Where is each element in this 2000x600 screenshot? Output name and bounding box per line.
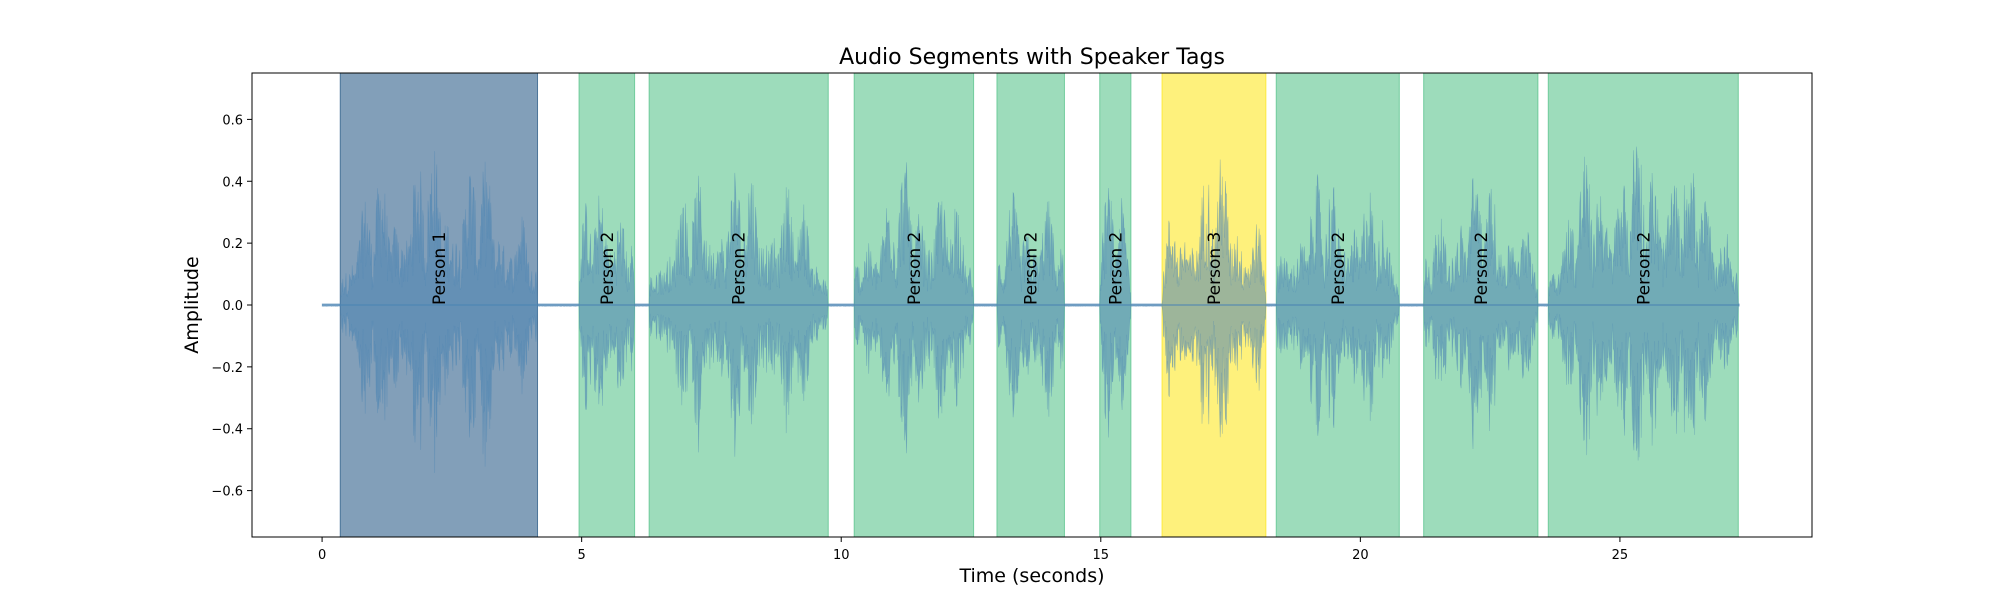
waveform xyxy=(321,146,1740,474)
x-tick-label: 5 xyxy=(578,548,586,563)
x-tick-label: 0 xyxy=(318,548,326,563)
segment-label-8: Person 2 xyxy=(1329,232,1349,305)
x-axis-title: Time (seconds) xyxy=(958,565,1104,587)
segment-label-6: Person 2 xyxy=(1106,232,1126,305)
y-tick-label: 0.6 xyxy=(222,113,243,128)
segment-labels: Person 1 Person 2 Person 2 Person 2 Person 2… xyxy=(430,232,1654,305)
y-tick-label: −0.2 xyxy=(211,361,243,376)
segment-label-3: Person 2 xyxy=(730,232,750,305)
waveform-layer xyxy=(321,146,1740,474)
chart-title: Audio Segments with Speaker Tags xyxy=(839,45,1225,70)
x-tick-label: 10 xyxy=(833,548,850,563)
segment-label-10: Person 2 xyxy=(1634,232,1654,305)
y-tick-label: 0.0 xyxy=(222,299,243,314)
segment-label-1: Person 1 xyxy=(430,232,450,305)
axes: 0 5 10 15 20 25 0.6 0.4 0.2 0.0 −0.2 −0.4 −0.6 xyxy=(211,113,1628,563)
segment-label-2: Person 2 xyxy=(598,232,618,305)
segment-label-5: Person 2 xyxy=(1022,232,1042,305)
y-axis-title: Amplitude xyxy=(181,256,203,353)
segment-label-9: Person 2 xyxy=(1472,232,1492,305)
segment-label-7: Person 3 xyxy=(1205,232,1225,305)
y-tick-label: 0.4 xyxy=(222,175,243,190)
y-tick-label: −0.6 xyxy=(211,485,243,500)
x-tick-label: 25 xyxy=(1612,548,1629,563)
segment-label-4: Person 2 xyxy=(905,232,925,305)
y-tick-label: −0.4 xyxy=(211,423,243,438)
x-tick-label: 15 xyxy=(1093,548,1110,563)
y-tick-label: 0.2 xyxy=(222,237,243,252)
x-tick-label: 20 xyxy=(1352,548,1369,563)
